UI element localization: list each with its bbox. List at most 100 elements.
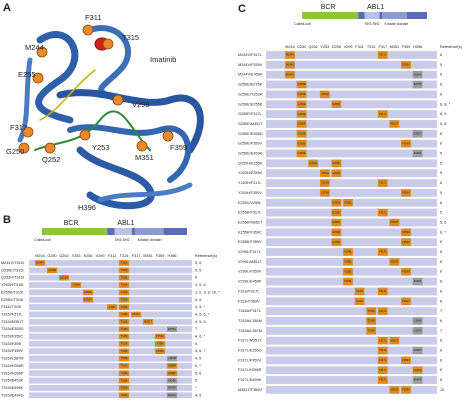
mutation-label: M351T bbox=[390, 388, 398, 392]
mutation-label: F317L bbox=[379, 358, 387, 362]
mutation-box bbox=[319, 179, 330, 187]
row-name: T315I/E459K bbox=[1, 386, 24, 390]
mutation-box bbox=[296, 110, 307, 118]
column-header: Q252 bbox=[309, 45, 318, 49]
mutation-label: F317L bbox=[379, 250, 387, 254]
mutation-box bbox=[154, 341, 166, 347]
mutation-label: F311I bbox=[356, 299, 363, 303]
reference: 6 bbox=[440, 201, 442, 205]
mutation-box bbox=[331, 228, 342, 237]
mutation-box bbox=[118, 289, 130, 296]
mutation-box bbox=[118, 333, 130, 340]
reference: 5, 6 bbox=[195, 268, 201, 272]
mutation-label: Y253H bbox=[321, 171, 329, 175]
reference: 4, 5 bbox=[195, 393, 201, 397]
mutation-label: E255K bbox=[333, 171, 341, 175]
protein-structure bbox=[17, 25, 204, 210]
sh-domain bbox=[364, 12, 380, 19]
mutation-label: T315I bbox=[121, 297, 128, 301]
mutation-box bbox=[308, 159, 319, 168]
row-name: T315I/F359I bbox=[1, 342, 21, 346]
reference: 7 bbox=[440, 309, 442, 313]
reference: 6 bbox=[440, 358, 442, 362]
mutation-box bbox=[389, 258, 400, 266]
mutation-box bbox=[366, 317, 377, 325]
mutation-box bbox=[412, 80, 423, 89]
reference: 9 bbox=[195, 276, 197, 280]
row-band bbox=[29, 318, 192, 325]
row-name: T315I/M351T bbox=[1, 320, 24, 324]
residue-label: V299 bbox=[132, 100, 150, 109]
mutation-box bbox=[58, 274, 70, 281]
row-name: F317L/H396R bbox=[238, 368, 262, 372]
mutation-label: F317L bbox=[379, 309, 387, 313]
reference: 6 bbox=[440, 289, 442, 293]
column-header: F317 bbox=[378, 45, 387, 49]
reference: 6 bbox=[440, 92, 442, 96]
mutation-label: M351T bbox=[390, 122, 398, 126]
residue-sphere bbox=[79, 129, 91, 141]
mutation-label: T315A bbox=[367, 328, 375, 332]
bcr-label: BCR bbox=[321, 4, 336, 11]
mutation-box bbox=[331, 100, 342, 108]
mutation-label: F359C bbox=[402, 230, 410, 234]
row-name: Q252H/E255K bbox=[238, 161, 263, 165]
mutation-label: G250E bbox=[298, 102, 306, 106]
mutation-box bbox=[389, 120, 400, 128]
reference: 6 bbox=[440, 83, 442, 87]
column-header: G250 bbox=[297, 45, 306, 49]
mutation-box bbox=[118, 282, 130, 288]
mutation-box bbox=[319, 90, 330, 99]
mutation-label: E459K bbox=[414, 151, 422, 155]
row-name: M244V/F317L bbox=[238, 53, 262, 57]
residue-label: H396 bbox=[78, 203, 96, 212]
mutation-label: G250E bbox=[298, 92, 306, 96]
row-band bbox=[29, 377, 192, 384]
column-header: G250 bbox=[47, 254, 56, 258]
mutation-label: F311I bbox=[356, 289, 363, 293]
mutation-box bbox=[377, 336, 388, 345]
mutation-box bbox=[166, 385, 178, 391]
mutation-box bbox=[401, 61, 411, 69]
mutation-box bbox=[142, 319, 154, 325]
residue-sphere bbox=[22, 126, 34, 138]
panel-b: B BCR ABL1 Coiled-coil SH3 SH2 Kinase domain M… bbox=[1, 214, 220, 399]
row-band bbox=[266, 326, 437, 335]
mutation-box bbox=[296, 100, 307, 108]
row-name: F311I/F317L bbox=[238, 289, 259, 293]
mutation-label: E255K bbox=[333, 102, 341, 106]
mutation-label: T315I bbox=[121, 349, 128, 353]
row-name: T315I/E494G bbox=[1, 393, 24, 397]
column-header: T315 bbox=[120, 254, 129, 258]
bcr-bar bbox=[302, 12, 359, 19]
mutation-label: V299L bbox=[344, 260, 352, 264]
row-name: V299L/E459K bbox=[238, 280, 262, 284]
mutation-box bbox=[401, 139, 411, 148]
column-header: V299 bbox=[96, 254, 105, 258]
mutation-box bbox=[401, 238, 411, 246]
reference: 7 bbox=[195, 327, 197, 331]
row-band bbox=[266, 317, 437, 325]
mutation-box bbox=[118, 370, 130, 377]
mutation-label: E355G bbox=[414, 131, 422, 135]
residue-label: Q252 bbox=[42, 155, 60, 164]
mutation-label: F359V bbox=[402, 299, 410, 303]
mutation-label: F359V bbox=[402, 358, 410, 362]
row-name: M244V/E459K bbox=[238, 73, 263, 77]
row-band bbox=[266, 376, 437, 384]
mutation-box bbox=[118, 311, 130, 318]
row-name: T315I/F359C bbox=[1, 335, 23, 339]
mutation-label: M351T bbox=[144, 319, 152, 323]
mutation-box bbox=[106, 304, 118, 310]
mutation-box bbox=[343, 258, 353, 266]
reference: 5, 6, 7 bbox=[195, 349, 206, 353]
mutation-label: F359V bbox=[402, 240, 410, 244]
row-band bbox=[266, 297, 437, 306]
reference-header: Reference(s) bbox=[195, 254, 218, 258]
mutation-box bbox=[130, 311, 142, 318]
mutation-label: M351T bbox=[390, 260, 398, 264]
mutation-label: F317L bbox=[379, 348, 387, 352]
row-name: T315I/E453K bbox=[1, 379, 24, 383]
